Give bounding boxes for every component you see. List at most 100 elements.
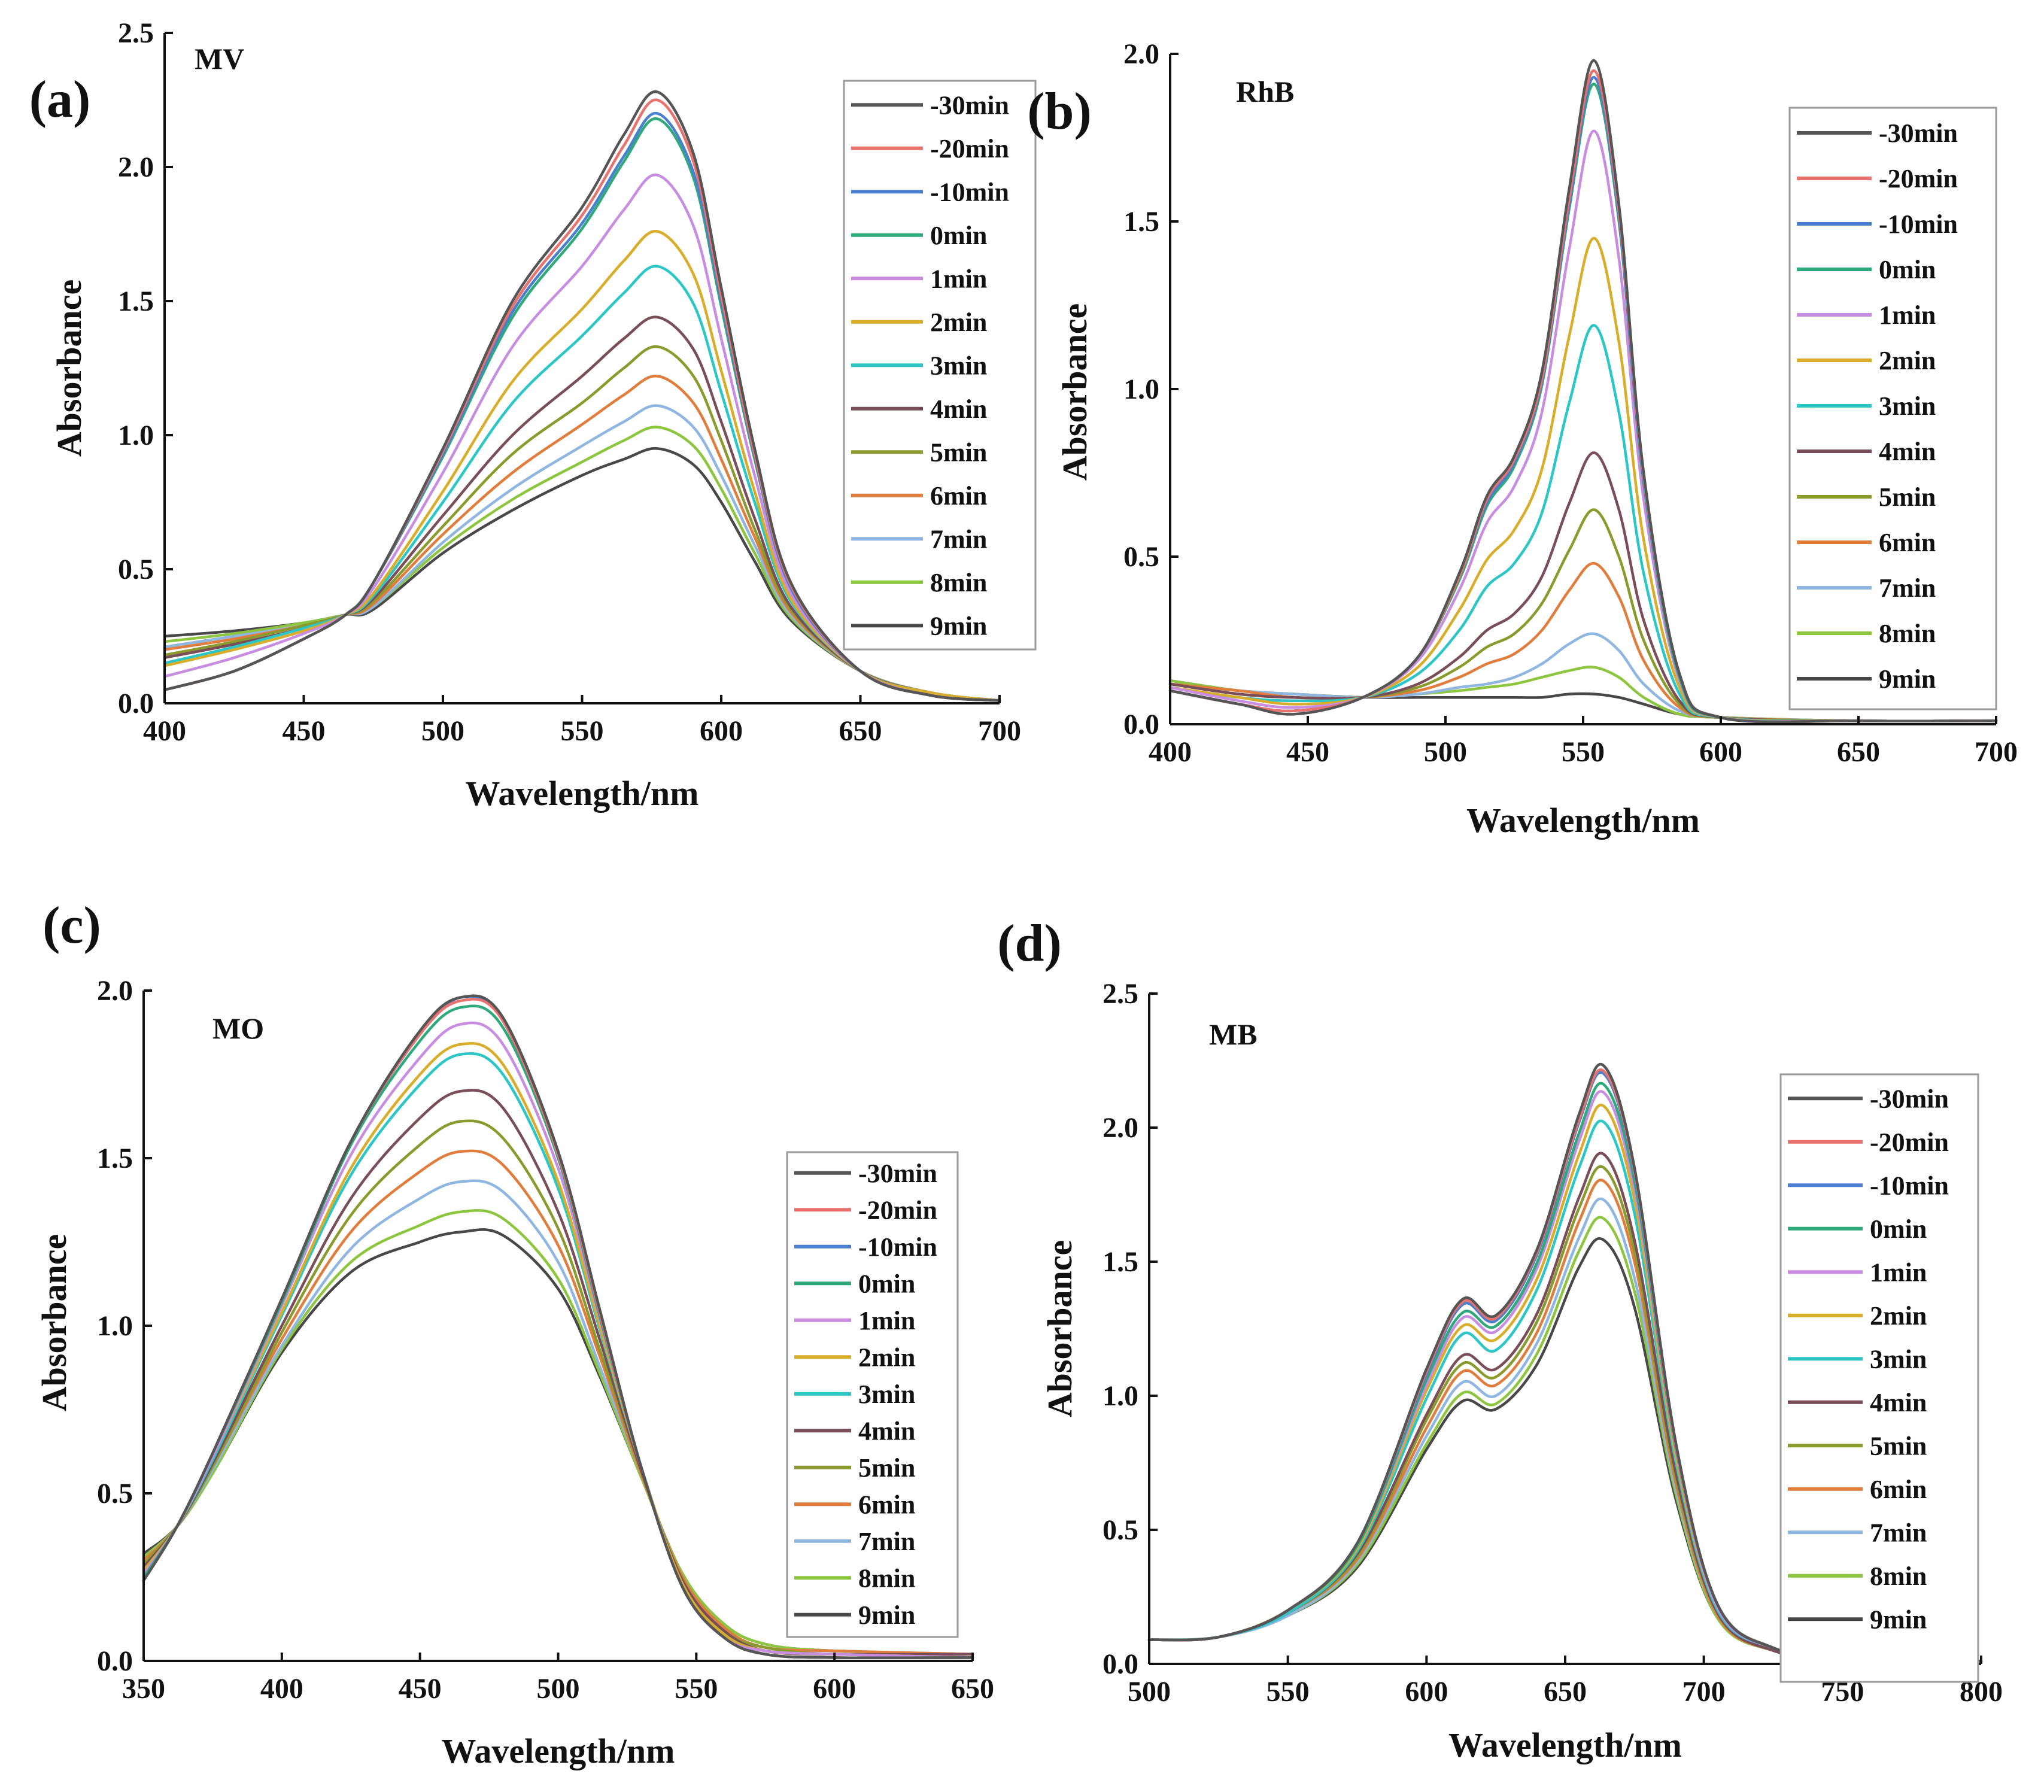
y-tick-label-c: 1.5: [97, 1143, 133, 1174]
dye-label-b: RhB: [1236, 75, 1294, 108]
x-tick-label-d: 550: [1267, 1676, 1310, 1708]
legend-label-b-8min: 8min: [1879, 619, 1936, 648]
legend-label-b-6min: 6min: [1879, 528, 1936, 557]
legend-label-d--20min: -20min: [1870, 1128, 1949, 1157]
legend-box-d: [1779, 1073, 1979, 1683]
y-axis-title-a: Absorbance: [50, 280, 89, 457]
y-tick-label-d: 0.5: [1103, 1514, 1138, 1546]
legend-label-c-8min: 8min: [858, 1563, 915, 1593]
y-tick-label-c: 2.0: [97, 975, 133, 1007]
x-tick-label-b: 700: [1975, 736, 2018, 768]
y-tick-label-a: 1.5: [118, 285, 154, 317]
legend-label-d-1min: 1min: [1870, 1258, 1927, 1287]
y-tick-label-c: 0.0: [97, 1645, 133, 1677]
x-tick-label-a: 550: [561, 715, 604, 747]
x-tick-label-a: 500: [421, 715, 464, 747]
series-line-c--30min: [142, 994, 974, 1660]
x-tick-label-a: 600: [700, 715, 743, 747]
panel-label-a: (a): [29, 71, 91, 129]
panel-b: (b) RhB 400 450 500 550 600 650 700 0.0 0.5 1.0 1.5 2…: [1027, 38, 2018, 840]
legend-label-b-0min: 0min: [1879, 255, 1936, 284]
legend-label-d-2min: 2min: [1870, 1301, 1927, 1331]
legend-label-c-7min: 7min: [858, 1527, 915, 1556]
x-tick-label-d: 650: [1544, 1676, 1587, 1708]
x-axis-title-a: Wavelength/nm: [466, 774, 699, 813]
x-tick-label-a: 400: [143, 715, 186, 747]
legend-label-a-0min: 0min: [930, 221, 987, 250]
y-tick-label-b: 1.0: [1123, 373, 1159, 405]
dye-label-d: MB: [1209, 1018, 1258, 1051]
legend-label-a-2min: 2min: [930, 308, 987, 337]
legend-label-d-9min: 9min: [1870, 1605, 1927, 1634]
legend-label-d--10min: -10min: [1870, 1171, 1949, 1200]
legend-label-a--10min: -10min: [930, 177, 1009, 206]
x-tick-label-b: 600: [1699, 736, 1742, 768]
y-tick-label-c: 0.5: [97, 1478, 133, 1509]
y-tick-label-b: 0.5: [1123, 541, 1159, 573]
legend-a: -30min -20min -10min 0min 1min 2min 3min 4min 5m…: [843, 80, 1037, 651]
panel-a: (a) MV 400 450 500 550 600 650 700 0.0 0.5 1.0 1.5 2.…: [29, 17, 1037, 813]
legend-label-c-2min: 2min: [858, 1343, 915, 1372]
y-axis-title-b: Absorbance: [1055, 303, 1094, 481]
legend-label-c-0min: 0min: [858, 1269, 915, 1298]
legend-label-c-4min: 4min: [858, 1416, 915, 1445]
legend-label-d-4min: 4min: [1870, 1388, 1927, 1417]
legend-label-a-4min: 4min: [930, 394, 987, 424]
series-group-d: [1147, 1062, 1983, 1663]
legend-label-b-1min: 1min: [1879, 300, 1936, 330]
legend-label-a-3min: 3min: [930, 351, 987, 380]
y-tick-label-d: 2.5: [1103, 978, 1138, 1010]
y-axis-title-c: Absorbance: [35, 1234, 74, 1411]
y-tick-label-d: 1.5: [1103, 1246, 1138, 1278]
dye-label-a: MV: [195, 42, 244, 75]
x-tick-label-c: 650: [951, 1673, 994, 1705]
series-line-b--30min: [1168, 59, 1998, 724]
series-line-a--30min: [163, 90, 1001, 702]
legend-label-a-8min: 8min: [930, 568, 987, 597]
legend-label-b-9min: 9min: [1879, 664, 1936, 694]
legend-label-d-8min: 8min: [1870, 1562, 1927, 1591]
x-axis-title-d: Wavelength/nm: [1448, 1726, 1682, 1764]
x-tick-label-c: 550: [675, 1673, 718, 1705]
legend-label-b-5min: 5min: [1879, 482, 1936, 512]
panel-c: (c) MO 350 400 450 500 550 600 650 0.0 0.5 1.0 1.5 2.…: [35, 897, 994, 1770]
x-tick-label-d: 500: [1128, 1676, 1171, 1708]
x-tick-label-c: 400: [260, 1673, 303, 1705]
x-tick-label-b: 650: [1837, 736, 1880, 768]
series-group-a: [163, 90, 1001, 702]
legend-label-b-3min: 3min: [1879, 391, 1936, 421]
x-tick-label-c: 500: [537, 1673, 580, 1705]
legend-label-d--30min: -30min: [1870, 1084, 1949, 1113]
y-tick-label-a: 0.5: [118, 554, 154, 585]
legend-label-c--10min: -10min: [858, 1232, 937, 1262]
y-tick-label-d: 0.0: [1103, 1648, 1138, 1680]
y-tick-label-d: 1.0: [1103, 1380, 1138, 1412]
legend-label-c-9min: 9min: [858, 1600, 915, 1630]
legend-label-c--30min: -30min: [858, 1159, 937, 1188]
y-tick-label-a: 0.0: [118, 688, 154, 719]
legend-label-a-5min: 5min: [930, 438, 987, 467]
legend-d: -30min -20min -10min 0min 1min 2min 3min 4min 5m…: [1779, 1073, 1979, 1683]
x-tick-label-a: 650: [839, 715, 882, 747]
legend-label-a-6min: 6min: [930, 481, 987, 511]
y-tick-label-b: 0.0: [1123, 709, 1159, 740]
x-tick-label-b: 400: [1149, 736, 1192, 768]
x-tick-label-c: 350: [122, 1673, 165, 1705]
y-tick-label-b: 1.5: [1123, 206, 1159, 238]
panel-label-d: (d): [997, 915, 1062, 973]
legend-label-a--20min: -20min: [930, 134, 1009, 163]
legend-c: -30min -20min -10min 0min 1min 2min 3min 4min 5m…: [786, 1151, 959, 1638]
x-tick-label-c: 450: [399, 1673, 442, 1705]
x-tick-label-d: 700: [1682, 1676, 1726, 1708]
legend-label-d-6min: 6min: [1870, 1475, 1927, 1504]
legend-label-c--20min: -20min: [858, 1195, 937, 1225]
legend-label-c-5min: 5min: [858, 1453, 915, 1483]
y-tick-label-d: 2.0: [1103, 1112, 1138, 1144]
legend-label-a-7min: 7min: [930, 524, 987, 554]
y-tick-label-a: 2.0: [118, 151, 154, 183]
series-line-d--30min: [1147, 1062, 1983, 1663]
x-tick-label-d: 600: [1405, 1676, 1448, 1708]
x-axis-title-c: Wavelength/nm: [442, 1732, 675, 1770]
series-group-c: [142, 994, 974, 1660]
